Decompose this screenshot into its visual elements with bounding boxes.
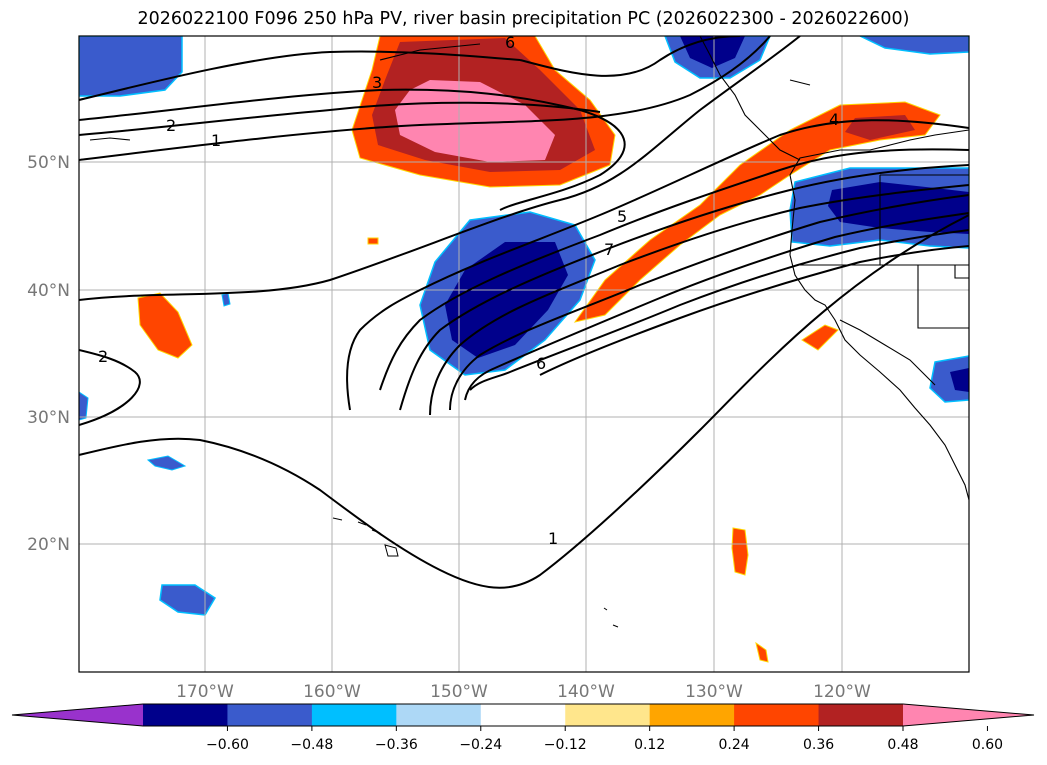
contour-label: 7 bbox=[604, 240, 614, 259]
strong-negative-socal bbox=[950, 368, 969, 392]
colorbar-segment bbox=[227, 704, 313, 726]
longitude-labels: 170°W 160°W 150°W 140°W 130°W 120°W bbox=[176, 682, 871, 702]
contour-label: 2 bbox=[98, 347, 108, 366]
contour-label: 1 bbox=[548, 529, 558, 548]
strong-negative-west-coast bbox=[828, 182, 969, 234]
colorbar-segment bbox=[143, 704, 228, 726]
graticule bbox=[79, 36, 969, 672]
colorbar-segment bbox=[734, 704, 820, 726]
lon-label: 140°W bbox=[557, 682, 615, 702]
lat-label: 20°N bbox=[27, 535, 70, 555]
colorbar-tick-label: −0.48 bbox=[290, 737, 333, 753]
contour-label: 1 bbox=[211, 131, 221, 150]
lon-label: 150°W bbox=[430, 682, 488, 702]
colorbar-tick-label: −0.36 bbox=[375, 737, 418, 753]
strong-negative-central bbox=[445, 242, 568, 358]
max-positive-gulf-of-alaska bbox=[395, 80, 555, 162]
lon-label: 160°W bbox=[303, 682, 361, 702]
positive-anomaly-south-1 bbox=[731, 527, 749, 576]
contour-label: 6 bbox=[536, 354, 546, 373]
colorbar-tick-label: −0.24 bbox=[459, 737, 502, 753]
colorbar-outline bbox=[11, 703, 1035, 727]
precip-pc-shading bbox=[79, 36, 969, 663]
lon-label: 120°W bbox=[813, 682, 871, 702]
islands bbox=[332, 517, 619, 628]
colorbar-segment bbox=[649, 704, 735, 726]
latitude-labels: 50°N 40°N 30°N 20°N bbox=[27, 153, 70, 555]
colorbar: −0.60 −0.48 −0.36 −0.24 −0.12 0.12 0.24 0.36 0.4… bbox=[11, 703, 1035, 753]
contour-label: 5 bbox=[617, 207, 627, 226]
colorbar-tick-label: −0.60 bbox=[206, 737, 249, 753]
contour-label: 2 bbox=[166, 116, 176, 135]
lat-label: 30°N bbox=[27, 408, 70, 428]
negative-anomaly-ne-corner bbox=[859, 36, 969, 55]
colorbar-tick-label: 0.24 bbox=[719, 737, 750, 753]
positive-anomaly-small bbox=[367, 237, 379, 245]
strong-negative-north bbox=[680, 36, 745, 68]
map-plot-area: 6 3 2 1 5 7 6 4 2 1 bbox=[79, 33, 969, 672]
contour-label: 6 bbox=[505, 33, 515, 52]
lat-label: 50°N bbox=[27, 153, 70, 173]
positive-anomaly-west-pacific bbox=[137, 292, 193, 359]
pv-contours bbox=[79, 36, 969, 589]
colorbar-segment bbox=[818, 704, 904, 726]
contour-label: 3 bbox=[372, 73, 382, 92]
colorbar-tick-label: 0.60 bbox=[972, 737, 1003, 753]
positive-anomaly-california bbox=[801, 324, 839, 351]
lat-label: 40°N bbox=[27, 281, 70, 301]
colorbar-segment bbox=[311, 704, 397, 726]
lon-label: 130°W bbox=[685, 682, 743, 702]
lon-label: 170°W bbox=[176, 682, 234, 702]
colorbar-segment bbox=[565, 704, 651, 726]
negative-anomaly-small-1 bbox=[221, 292, 231, 307]
positive-anomaly-south-2 bbox=[755, 641, 769, 663]
colorbar-tick-label: 0.36 bbox=[803, 737, 834, 753]
contour-label: 4 bbox=[829, 110, 839, 129]
colorbar-segment bbox=[396, 704, 482, 726]
colorbar-tick-label: 0.12 bbox=[634, 737, 665, 753]
negative-anomaly-small-2 bbox=[146, 455, 187, 471]
colorbar-extend-high bbox=[903, 704, 1034, 726]
negative-anomaly-west-edge bbox=[79, 391, 89, 421]
colorbar-segment bbox=[480, 704, 566, 726]
map-frame bbox=[78, 35, 970, 673]
colorbar-tick-label: 0.48 bbox=[887, 737, 918, 753]
pv-contour-labels: 6 3 2 1 5 7 6 4 2 1 bbox=[98, 33, 839, 548]
colorbar-extend-low bbox=[12, 704, 143, 726]
map-title: 2026022100 F096 250 hPa PV, river basin … bbox=[137, 9, 910, 29]
colorbar-tick-label: −0.12 bbox=[544, 737, 587, 753]
